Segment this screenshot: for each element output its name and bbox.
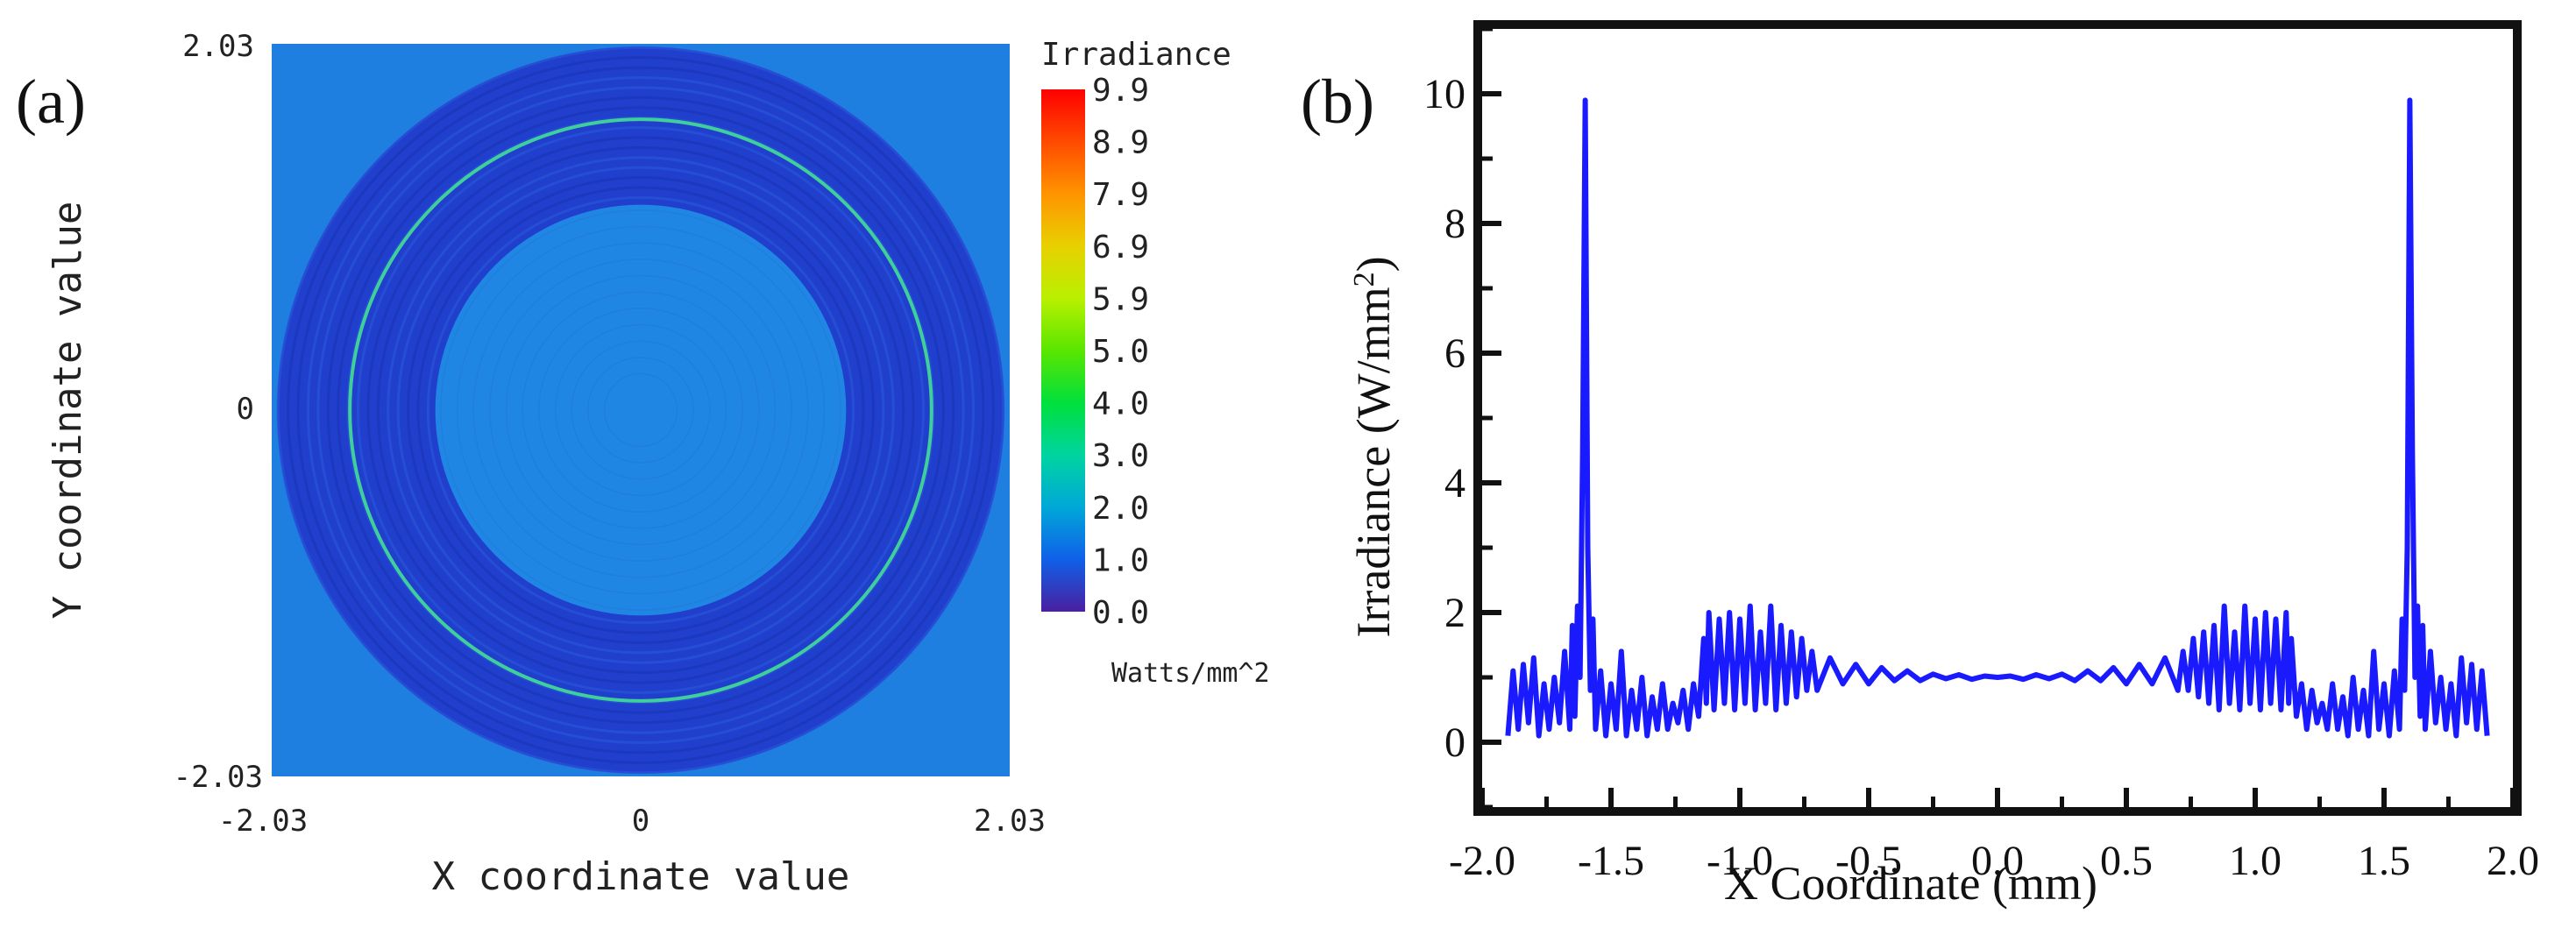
- y-tick-label: 0: [1444, 719, 1465, 766]
- y-label-sup: 2: [1348, 272, 1380, 287]
- map-x-tick-mid: 0: [632, 804, 649, 839]
- colorbar-tick-label: 5.9: [1092, 281, 1149, 317]
- colorbar-tick-label: 3.0: [1092, 438, 1149, 474]
- panel-b: (b) -2.0 -1.5 -1.0 -0.5 0.0 0.5 1.0 1.5 2.0 0 2 4 6…: [1301, 20, 2539, 910]
- colorbar-tick-label: 1.0: [1092, 542, 1149, 578]
- colorbar-tick-label: 0.0: [1092, 595, 1149, 631]
- disk-texture-line: [456, 225, 826, 595]
- panel-a-label: (a): [16, 67, 86, 137]
- disk-texture-line: [571, 340, 711, 480]
- ring-texture-line: [316, 86, 965, 734]
- disk-texture-line: [522, 291, 760, 529]
- ring-texture-line: [426, 195, 855, 625]
- x-tick-label: 2.0: [2487, 838, 2539, 884]
- dark-ring-texture: [276, 46, 1005, 775]
- x-tick-label: 1.5: [2358, 838, 2410, 884]
- disk-texture: [440, 209, 841, 611]
- colorbar: [1041, 89, 1085, 612]
- profile-y-ticks: 0 2 4 6 8 10: [1423, 26, 1501, 810]
- ring-texture-line: [387, 156, 895, 664]
- y-label-main: Irradiance (W/mm: [1347, 287, 1400, 637]
- colorbar-tick-label: 6.9: [1092, 230, 1149, 266]
- bright-ring: [348, 117, 933, 703]
- disk-texture-line: [505, 274, 777, 546]
- x-tick-label: -2.0: [1449, 838, 1515, 884]
- colorbar-tick-label: 7.9: [1092, 177, 1149, 213]
- ring-texture-line: [346, 116, 935, 705]
- y-label-suffix: ): [1347, 256, 1400, 272]
- y-tick-label: 4: [1444, 460, 1465, 507]
- ring-texture-line: [287, 56, 995, 764]
- ring-texture-line: [306, 75, 976, 745]
- profile-y-axis-label: Irradiance (W/mm2): [1347, 256, 1400, 637]
- profile-x-axis-label: X Coordinate (mm): [1724, 857, 2097, 910]
- x-tick-label: 1.0: [2229, 838, 2281, 884]
- disk-texture-line: [472, 242, 809, 578]
- ring-texture-line: [396, 166, 885, 655]
- disk-texture-line: [538, 308, 743, 513]
- map-y-tick-mid: 0: [237, 392, 254, 427]
- colorbar-unit: Watts/mm^2: [1111, 658, 1270, 689]
- y-tick-label: 6: [1444, 330, 1465, 377]
- ring-texture-line: [357, 126, 925, 694]
- map-y-axis-label: Y coordinate value: [46, 202, 90, 620]
- ring-texture-line: [337, 106, 945, 714]
- colorbar-ticks: 9.9 8.9 7.9 6.9 5.9 5.0 4.0 3.0 2.0 1.0 0.0: [1092, 73, 1149, 631]
- ring-texture-line: [276, 46, 1005, 775]
- colorbar-tick-label: 2.0: [1092, 491, 1149, 527]
- ring-texture-line: [326, 96, 955, 725]
- colorbar-tick-label: 4.0: [1092, 386, 1149, 422]
- irradiance-map: [272, 44, 1010, 776]
- colorbar-title: Irradiance: [1041, 37, 1231, 73]
- colorbar-tick-label: 5.0: [1092, 334, 1149, 370]
- disk-texture-line: [489, 259, 792, 562]
- map-x-tick-right: 2.03: [974, 804, 1046, 839]
- map-y-tick-bottom: -2.03: [174, 760, 263, 795]
- ring-texture-line: [366, 136, 915, 684]
- x-tick-label: -0.5: [1835, 838, 1902, 884]
- x-tick-label: -1.0: [1707, 838, 1773, 884]
- map-x-tick-left: -2.03: [218, 804, 308, 839]
- ring-texture-line: [407, 176, 875, 644]
- disk-texture-line: [587, 357, 694, 464]
- x-tick-label: 0.5: [2100, 838, 2153, 884]
- panel-b-label: (b): [1301, 67, 1374, 137]
- y-tick-label: 2: [1444, 590, 1465, 636]
- panel-a: (a) 2.03 0 -2.03 -2.03 0 2.03 X coordina…: [16, 29, 1270, 899]
- irradiance-profile-line: [1505, 97, 2490, 739]
- ring-texture-line: [416, 186, 865, 634]
- ring-texture-line: [376, 145, 905, 675]
- map-x-axis-label: X coordinate value: [432, 854, 850, 899]
- central-disk: [435, 204, 847, 616]
- y-tick-label: 10: [1423, 71, 1465, 117]
- disk-texture-line: [603, 372, 678, 448]
- x-tick-label: -1.5: [1578, 838, 1644, 884]
- colorbar-tick-label: 8.9: [1092, 125, 1149, 161]
- plot-frame: [1473, 20, 2522, 816]
- disk-texture-line: [440, 209, 841, 611]
- y-tick-label: 8: [1444, 201, 1465, 247]
- ring-texture-line: [296, 66, 985, 754]
- x-tick-label: 0.0: [1971, 838, 2024, 884]
- colorbar-tick-label: 9.9: [1092, 73, 1149, 109]
- map-y-tick-top: 2.03: [182, 29, 254, 64]
- disk-texture-line: [554, 323, 727, 497]
- profile-x-ticks: -2.0 -1.5 -1.0 -0.5 0.0 0.5 1.0 1.5 2.0: [1449, 788, 2539, 884]
